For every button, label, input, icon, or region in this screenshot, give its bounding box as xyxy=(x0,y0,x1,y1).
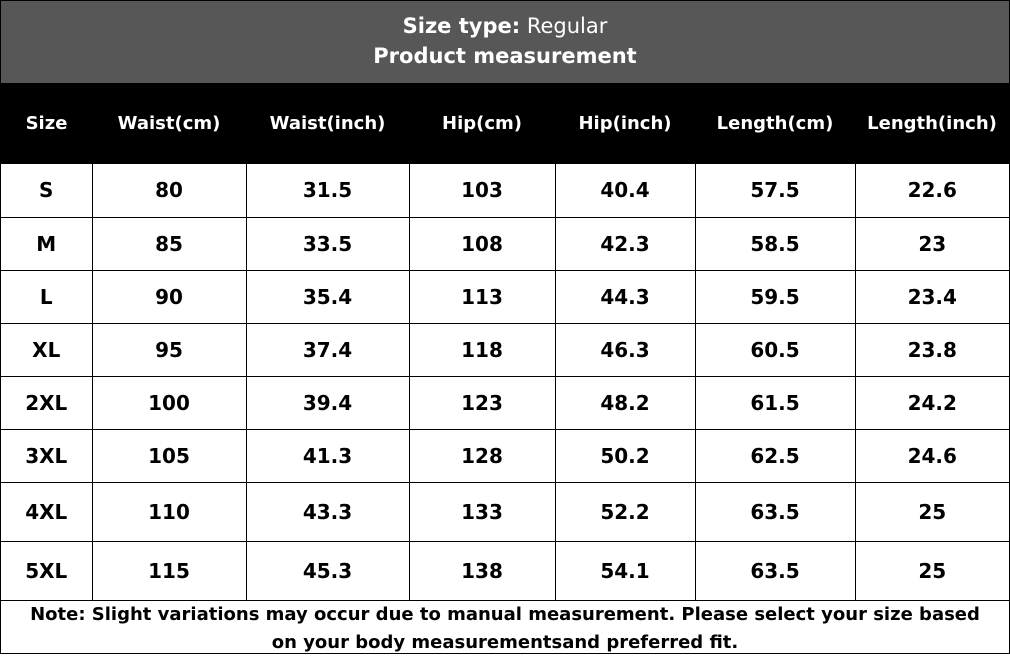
table-cell: 58.5 xyxy=(694,216,856,271)
table-cell: 123 xyxy=(408,375,556,430)
header-waist-cm: Waist(cm) xyxy=(117,113,221,134)
table-cell: 63.5 xyxy=(694,481,856,542)
table-cell: S xyxy=(1,164,93,218)
table-cell: 39.4 xyxy=(245,375,410,430)
header-length-inch: Length(inch) xyxy=(867,113,997,134)
table-cell: 24.6 xyxy=(854,428,1009,483)
header-waist-inch: Waist(inch) xyxy=(269,113,386,134)
table-cell: 35.4 xyxy=(245,269,410,324)
size-table: Size Waist(cm) Waist(inch) Hip(cm) Hip(i… xyxy=(1,83,1009,601)
table-cell: XL xyxy=(1,322,93,377)
table-cell: 46.3 xyxy=(554,322,696,377)
table-cell: 23.4 xyxy=(854,269,1009,324)
table-cell: 23 xyxy=(854,216,1009,271)
table-cell: 42.3 xyxy=(554,216,696,271)
table-cell: 5XL xyxy=(1,540,93,601)
table-cell: 90 xyxy=(91,269,247,324)
table-cell: 103 xyxy=(408,164,556,218)
table-cell: 3XL xyxy=(1,428,93,483)
table-cell: 23.8 xyxy=(854,322,1009,377)
table-row: XL 95 37.4 118 46.3 60.5 23.8 xyxy=(1,322,1009,377)
table-cell: 138 xyxy=(408,540,556,601)
table-cell: 85 xyxy=(91,216,247,271)
header-length-cm: Length(cm) xyxy=(716,113,834,134)
table-cell: 25 xyxy=(854,481,1009,542)
table-cell: 44.3 xyxy=(554,269,696,324)
table-header-row: Size Waist(cm) Waist(inch) Hip(cm) Hip(i… xyxy=(1,83,1009,164)
table-cell: 110 xyxy=(91,481,247,542)
table-row: 3XL 105 41.3 128 50.2 62.5 24.6 xyxy=(1,428,1009,483)
table-cell: 50.2 xyxy=(554,428,696,483)
table-cell: 43.3 xyxy=(245,481,410,542)
table-cell: 80 xyxy=(91,164,247,218)
table-cell: 22.6 xyxy=(854,164,1009,218)
table-cell: 57.5 xyxy=(694,164,856,218)
table-row: L 90 35.4 113 44.3 59.5 23.4 xyxy=(1,269,1009,324)
table-cell: 54.1 xyxy=(554,540,696,601)
table-row: M 85 33.5 108 42.3 58.5 23 xyxy=(1,216,1009,271)
header-hip-inch: Hip(inch) xyxy=(578,113,672,134)
table-row: 2XL 100 39.4 123 48.2 61.5 24.2 xyxy=(1,375,1009,430)
measurement-note: Note: Slight variations may occur due to… xyxy=(30,603,980,653)
table-cell: 100 xyxy=(91,375,247,430)
table-cell: 61.5 xyxy=(694,375,856,430)
table-cell: 62.5 xyxy=(694,428,856,483)
table-cell: 108 xyxy=(408,216,556,271)
table-cell: 59.5 xyxy=(694,269,856,324)
table-cell: 2XL xyxy=(1,375,93,430)
table-cell: M xyxy=(1,216,93,271)
size-type-label: Size type: xyxy=(402,14,521,38)
table-cell: 95 xyxy=(91,322,247,377)
title-bar: Size type: Regular Product measurement xyxy=(1,1,1009,83)
size-type-value: Regular xyxy=(526,14,608,38)
table-cell: 52.2 xyxy=(554,481,696,542)
table-cell: 24.2 xyxy=(854,375,1009,430)
table-cell: 48.2 xyxy=(554,375,696,430)
table-cell: 4XL xyxy=(1,481,93,542)
table-cell: 63.5 xyxy=(694,540,856,601)
table-cell: 115 xyxy=(91,540,247,601)
table-cell: 128 xyxy=(408,428,556,483)
header-size: Size xyxy=(25,113,68,134)
table-cell: 113 xyxy=(408,269,556,324)
table-cell: 41.3 xyxy=(245,428,410,483)
table-cell: 105 xyxy=(91,428,247,483)
table-cell: 60.5 xyxy=(694,322,856,377)
table-cell: 45.3 xyxy=(245,540,410,601)
table-row: S 80 31.5 103 40.4 57.5 22.6 xyxy=(1,164,1009,218)
table-row: 5XL 115 45.3 138 54.1 63.5 25 xyxy=(1,540,1009,601)
table-cell: 33.5 xyxy=(245,216,410,271)
table-cell: 118 xyxy=(408,322,556,377)
table-cell: 25 xyxy=(854,540,1009,601)
table-cell: 31.5 xyxy=(245,164,410,218)
header-hip-cm: Hip(cm) xyxy=(442,113,522,134)
table-cell: L xyxy=(1,269,93,324)
table-cell: 37.4 xyxy=(245,322,410,377)
page-title: Product measurement xyxy=(373,44,637,68)
table-cell: 40.4 xyxy=(554,164,696,218)
table-cell: 133 xyxy=(408,481,556,542)
table-row: 4XL 110 43.3 133 52.2 63.5 25 xyxy=(1,481,1009,542)
size-type-line: Size type: Regular xyxy=(1,11,1009,42)
